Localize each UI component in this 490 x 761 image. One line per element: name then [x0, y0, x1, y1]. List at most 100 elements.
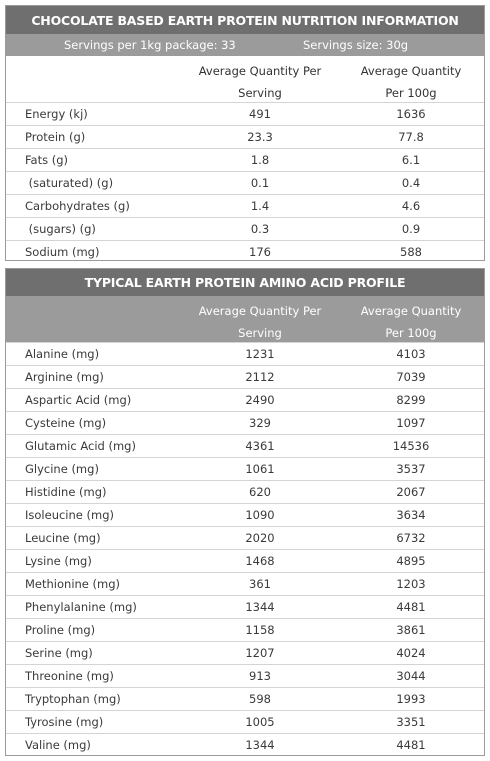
row-label: Fats (g): [25, 153, 69, 167]
table-row: Energy (kj) 491 1636: [6, 102, 484, 125]
row-label: Threonine (mg): [25, 669, 114, 683]
row-per-serving: 913: [249, 669, 271, 683]
table-row: Valine (mg) 1344 4481: [6, 733, 484, 756]
row-per-serving: 329: [249, 416, 271, 430]
amino-table-body: Alanine (mg) 1231 4103 Arginine (mg) 2112 703…: [6, 342, 484, 756]
row-per-serving: 0.1: [250, 176, 270, 190]
row-per-serving: 491: [249, 107, 271, 121]
amino-column-headers: Average Quantity Per Serving Average Qua…: [6, 296, 484, 342]
row-per-serving: 1090: [245, 508, 275, 522]
table-row: Leucine (mg) 2020 6732: [6, 526, 484, 549]
row-per-100g: 8299: [396, 393, 426, 407]
row-label: Serine (mg): [25, 646, 93, 660]
row-per-serving: 620: [249, 485, 271, 499]
row-label: Lysine (mg): [25, 554, 92, 568]
row-per-100g: 77.8: [398, 130, 424, 144]
row-per-100g: 3351: [396, 715, 426, 729]
row-label: Sodium (mg): [25, 245, 100, 259]
row-label: Tyrosine (mg): [25, 715, 104, 729]
nutrition-info-panel: CHOCOLATE BASED EARTH PROTEIN NUTRITION …: [5, 5, 485, 261]
header-per-100g-line2: Per 100g: [385, 86, 437, 100]
header-per-serving-line1: Average Quantity Per: [198, 64, 322, 78]
row-per-100g: 4481: [396, 738, 426, 752]
row-label: Alanine (mg): [25, 347, 100, 361]
table-row: Alanine (mg) 1231 4103: [6, 342, 484, 365]
amino-header-per-serving-line2: Serving: [238, 326, 282, 340]
row-per-serving: 2020: [245, 531, 275, 545]
row-per-serving: 1468: [245, 554, 275, 568]
row-per-100g: 0.9: [401, 222, 421, 236]
row-label: Carbohydrates (g): [25, 199, 130, 213]
row-label: (saturated) (g): [25, 176, 114, 190]
header-per-100g: Average Quantity Per 100g: [351, 60, 471, 104]
table-row: Proline (mg) 1158 3861: [6, 618, 484, 641]
row-per-100g: 14536: [392, 439, 430, 453]
row-per-100g: 4103: [396, 347, 426, 361]
row-label: Arginine (mg): [25, 370, 104, 384]
row-per-serving: 361: [249, 577, 271, 591]
table-row: Serine (mg) 1207 4024: [6, 641, 484, 664]
table-row: Protein (g) 23.3 77.8: [6, 125, 484, 148]
row-per-serving: 1.4: [250, 199, 270, 213]
table-row: Glutamic Acid (mg) 4361 14536: [6, 434, 484, 457]
row-per-100g: 6732: [396, 531, 426, 545]
table-row: Threonine (mg) 913 3044: [6, 664, 484, 687]
row-label: Tryptophan (mg): [25, 692, 121, 706]
header-per-serving: Average Quantity Per Serving: [196, 60, 324, 104]
amino-header-per-serving: Average Quantity Per Serving: [196, 300, 324, 344]
row-per-100g: 4024: [396, 646, 426, 660]
serving-size: Servings size: 30g: [303, 38, 409, 52]
amino-header-per-100g: Average Quantity Per 100g: [351, 300, 471, 344]
row-label: Energy (kj): [25, 107, 88, 121]
header-per-serving-line2: Serving: [238, 86, 282, 100]
table-row: Arginine (mg) 2112 7039: [6, 365, 484, 388]
table-row: (saturated) (g) 0.1 0.4: [6, 171, 484, 194]
row-label: (sugars) (g): [25, 222, 96, 236]
row-per-serving: 23.3: [247, 130, 273, 144]
row-per-100g: 3537: [396, 462, 426, 476]
amino-acid-panel: TYPICAL EARTH PROTEIN AMINO ACID PROFILE…: [5, 268, 485, 756]
row-per-100g: 1993: [396, 692, 426, 706]
row-per-100g: 7039: [396, 370, 426, 384]
row-label: Valine (mg): [25, 738, 91, 752]
row-per-100g: 0.4: [401, 176, 421, 190]
row-per-100g: 3634: [396, 508, 426, 522]
amino-title: TYPICAL EARTH PROTEIN AMINO ACID PROFILE: [6, 269, 484, 296]
amino-header-per-100g-line1: Average Quantity: [360, 304, 462, 318]
table-row: Tryptophan (mg) 598 1993: [6, 687, 484, 710]
nutrition-table-body: Energy (kj) 491 1636 Protein (g) 23.3 77.8 Fat…: [6, 102, 484, 263]
table-row: Tyrosine (mg) 1005 3351: [6, 710, 484, 733]
row-per-serving: 176: [249, 245, 271, 259]
nutrition-column-headers: Average Quantity Per Serving Average Qua…: [6, 56, 484, 102]
table-row: Fats (g) 1.8 6.1: [6, 148, 484, 171]
row-label: Isoleucine (mg): [25, 508, 114, 522]
row-per-serving: 1005: [245, 715, 275, 729]
amino-header-per-serving-line1: Average Quantity Per: [198, 304, 322, 318]
table-row: Carbohydrates (g) 1.4 4.6: [6, 194, 484, 217]
row-per-serving: 1061: [245, 462, 275, 476]
row-per-100g: 3044: [396, 669, 426, 683]
row-label: Methionine (mg): [25, 577, 121, 591]
servings-bar: Servings per 1kg package: 33 Servings si…: [6, 34, 484, 56]
servings-per-package: Servings per 1kg package: 33: [64, 38, 236, 52]
row-label: Leucine (mg): [25, 531, 101, 545]
row-per-100g: 588: [400, 245, 422, 259]
row-per-serving: 4361: [245, 439, 275, 453]
row-per-100g: 4481: [396, 600, 426, 614]
row-per-serving: 2112: [245, 370, 275, 384]
row-per-serving: 0.3: [250, 222, 270, 236]
row-label: Histidine (mg): [25, 485, 107, 499]
table-row: Cysteine (mg) 329 1097: [6, 411, 484, 434]
row-per-100g: 1203: [396, 577, 426, 591]
row-per-100g: 1097: [396, 416, 426, 430]
row-label: Glycine (mg): [25, 462, 99, 476]
table-row: Glycine (mg) 1061 3537: [6, 457, 484, 480]
row-label: Cysteine (mg): [25, 416, 107, 430]
row-per-100g: 1636: [396, 107, 426, 121]
table-row: (sugars) (g) 0.3 0.9: [6, 217, 484, 240]
row-label: Glutamic Acid (mg): [25, 439, 136, 453]
nutrition-title: CHOCOLATE BASED EARTH PROTEIN NUTRITION …: [6, 6, 484, 34]
amino-header-per-100g-line2: Per 100g: [385, 326, 437, 340]
row-per-100g: 4.6: [401, 199, 421, 213]
row-label: Protein (g): [25, 130, 86, 144]
